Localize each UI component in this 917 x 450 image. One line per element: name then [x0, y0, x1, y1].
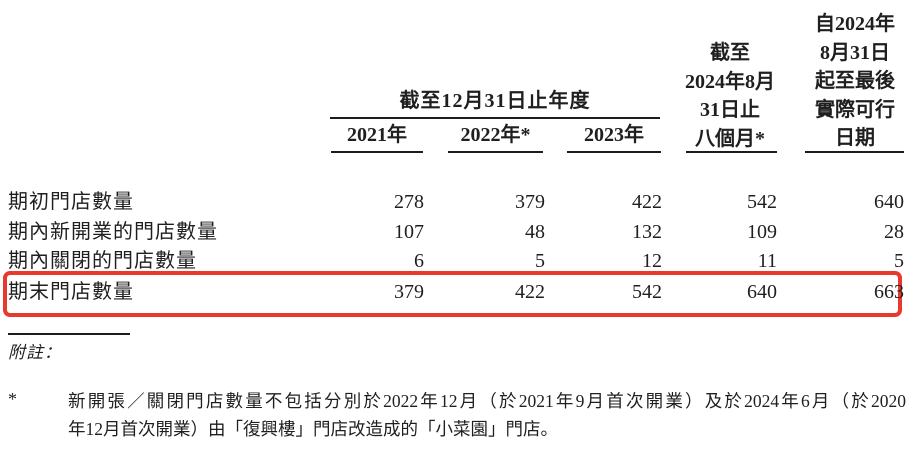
cell-value: 12 — [642, 250, 662, 272]
table-row: 期內關閉的門店數量 6 5 12 11 5 — [8, 250, 904, 274]
col-header-eight-months: 截至 2024年8月 31日止 八個月* — [665, 39, 795, 153]
cell-value: 663 — [874, 281, 904, 303]
footnote-line: 新開張／關閉門店數量不包括分別於2022年12月（於2021年9月首次開業）及於… — [68, 391, 906, 411]
table-row-highlighted: 期末門店數量 379 422 542 640 663 — [8, 281, 904, 305]
cell-value: 640 — [874, 191, 904, 213]
row-label: 期內關閉的門店數量 — [8, 250, 197, 272]
table-row: 期內新開業的門店數量 107 48 132 109 28 — [8, 221, 904, 245]
cell-value: 109 — [747, 221, 777, 243]
header-line: 日期 — [835, 127, 875, 149]
cell-value: 422 — [515, 281, 545, 303]
header-line: 8月31日 — [820, 41, 890, 64]
cell-value: 11 — [757, 250, 777, 272]
header-line: 2024年8月 — [685, 70, 775, 93]
cell-value: 28 — [884, 221, 904, 243]
cell-value: 640 — [747, 281, 777, 303]
col-header-latest-practicable-date: 自2024年 8月31日 起至最後 實際可行 日期 — [795, 10, 915, 153]
col-underline-latest-date — [805, 151, 904, 153]
row-label: 期初門店數量 — [8, 191, 134, 213]
highlight-box — [3, 271, 902, 317]
cell-value: 379 — [394, 281, 424, 303]
cell-value: 107 — [394, 221, 424, 243]
footnote-asterisk: * — [8, 389, 17, 409]
footnote-text: 新開張／關閉門店數量不包括分別於2022年12月（於2021年9月首次開業）及於… — [68, 387, 906, 443]
cell-value: 6 — [414, 250, 424, 272]
col-header-2022: 2022年* — [460, 124, 531, 146]
row-label: 期內新開業的門店數量 — [8, 221, 218, 243]
col-underline-eight-months — [686, 151, 777, 153]
col-header-2021: 2021年 — [347, 124, 407, 146]
cell-value: 48 — [525, 221, 545, 243]
header-line: 截至 — [710, 42, 750, 64]
col-underline-2023 — [567, 151, 661, 153]
cell-value: 132 — [632, 221, 662, 243]
footnote-line: 年12月首次開業）由「復興樓」門店改造成的「小菜園」門店。 — [68, 419, 558, 439]
col-header-2023: 2023年 — [584, 124, 644, 146]
cell-value: 542 — [747, 191, 777, 213]
col-underline-2022 — [448, 151, 543, 153]
cell-value: 5 — [535, 250, 545, 272]
cell-value: 5 — [894, 250, 904, 272]
header-line: 實際可行 — [815, 98, 895, 121]
header-line: 31日止 — [700, 99, 760, 121]
header-line: 八個月* — [695, 127, 765, 150]
row-label: 期末門店數量 — [8, 281, 134, 303]
cell-value: 542 — [632, 281, 662, 303]
cell-value: 379 — [515, 191, 545, 213]
notes-divider-line — [8, 333, 130, 335]
annual-group-underline — [330, 117, 660, 119]
cell-value: 278 — [394, 191, 424, 213]
header-line: 自2024年 — [815, 13, 895, 35]
annual-group-header: 截至12月31日止年度 — [399, 90, 591, 112]
table-row: 期初門店數量 278 379 422 542 640 — [8, 191, 904, 215]
col-underline-2021 — [331, 151, 423, 153]
header-line: 起至最後 — [815, 70, 895, 92]
cell-value: 422 — [632, 191, 662, 213]
notes-heading: 附註： — [8, 343, 62, 362]
